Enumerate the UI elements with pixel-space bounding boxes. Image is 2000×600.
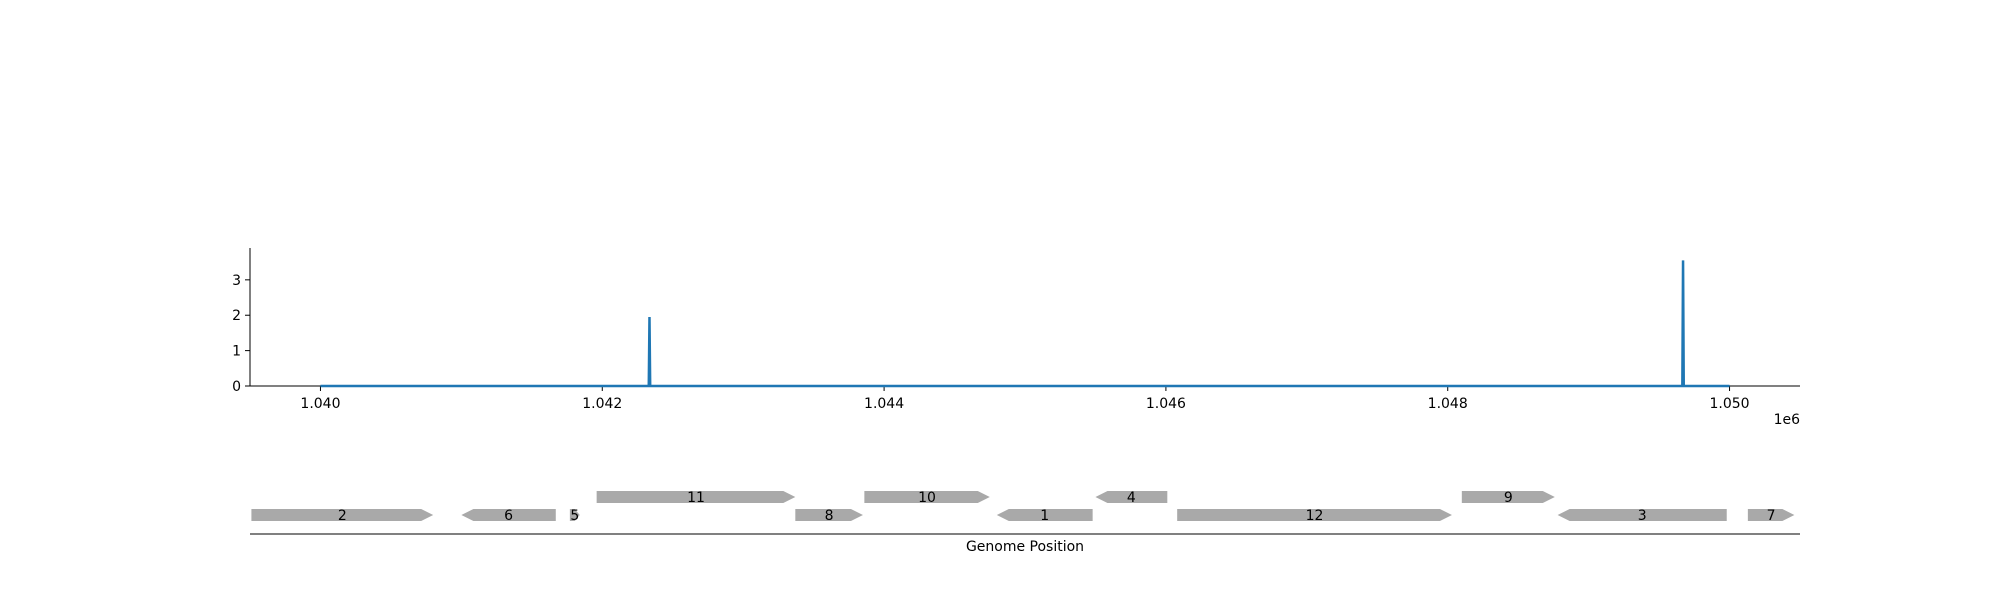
- gene-arrow: [1461, 491, 1555, 503]
- gene-arrow: [1557, 509, 1727, 521]
- gene-label: 12: [1306, 508, 1324, 524]
- coverage-series-line: [320, 260, 1730, 388]
- plot-ticks: 1.040 1.042 1.044 1.046 1.048 1.050 0 1 2 3: [232, 273, 1750, 412]
- gene-label: 11: [687, 490, 705, 506]
- gene-arrow: [569, 509, 580, 521]
- y-tick-label: 1: [232, 344, 241, 360]
- x-tick-label: 1.046: [1146, 396, 1186, 412]
- y-tick-label: 0: [232, 379, 241, 395]
- gene-label: 5: [570, 508, 579, 524]
- gene-label: 6: [504, 508, 513, 524]
- x-tick-label: 1.044: [864, 396, 904, 412]
- y-tick-label: 3: [232, 273, 241, 289]
- gene-arrow: [1177, 509, 1452, 521]
- gene-label: 3: [1638, 508, 1647, 524]
- plot-axes: [249, 248, 1800, 387]
- gene-arrow: [596, 491, 796, 503]
- x-tick-label: 1.042: [582, 396, 622, 412]
- gene-arrow: [864, 491, 990, 503]
- x-tick-label: 1.050: [1709, 396, 1749, 412]
- gene-label: 9: [1504, 490, 1513, 506]
- gene-arrow: [1095, 491, 1168, 503]
- gene-label: 7: [1767, 508, 1776, 524]
- x-tick-label: 1.040: [300, 396, 340, 412]
- gene-track-xlabel: Genome Position: [966, 539, 1084, 555]
- plot-series: [320, 260, 1730, 388]
- gene-label: 10: [918, 490, 936, 506]
- gene-arrow: [251, 509, 434, 521]
- gene-arrow: [996, 509, 1093, 521]
- gene-label: 1: [1040, 508, 1049, 524]
- gene-label: 4: [1127, 490, 1136, 506]
- gene-arrow: [795, 509, 863, 521]
- x-tick-label: 1.048: [1428, 396, 1468, 412]
- gene-arrow: [461, 509, 556, 521]
- gene-label: 2: [338, 508, 347, 524]
- y-tick-label: 2: [232, 308, 241, 324]
- gene-track: 2 6 5 11 8 10 1 4 12 9 3 7: [250, 490, 1800, 535]
- gene-arrow: [1747, 509, 1795, 521]
- gene-label: 8: [825, 508, 834, 524]
- x-axis-offset-label: 1e6: [1774, 412, 1801, 428]
